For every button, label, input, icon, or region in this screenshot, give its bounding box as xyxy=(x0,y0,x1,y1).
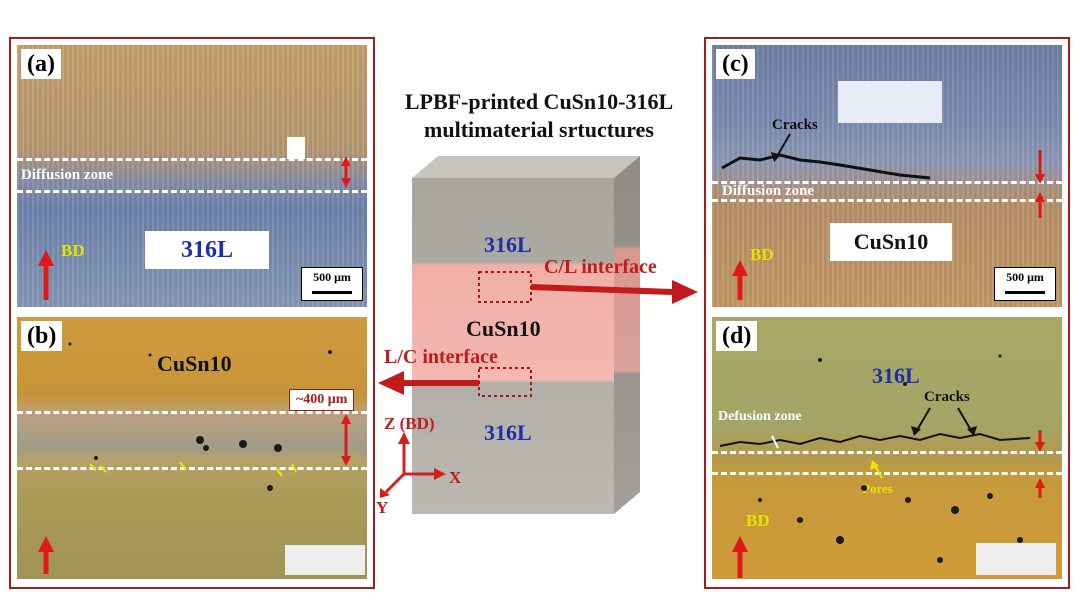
scale-bar: 500 μm xyxy=(994,267,1056,301)
panel-label-c: (c) xyxy=(716,49,755,79)
right-panel-frame: (c) Cracks Diffusion zone CuSn10 BD 500 … xyxy=(704,37,1070,589)
material-label-316l: 316L xyxy=(145,231,269,269)
image-artifact xyxy=(976,543,1056,575)
axis-label-z: Z (BD) xyxy=(384,414,435,433)
build-direction-label: BD xyxy=(750,245,774,264)
cube-side-face xyxy=(614,156,640,514)
pores-label: Pores xyxy=(862,481,893,496)
micrograph-d: (d) 316L Cracks Defusion zone Pores BD xyxy=(712,317,1062,579)
axis-label-x: X xyxy=(449,468,462,487)
zone-width-label: ~400 μm xyxy=(289,389,355,411)
left-panel-frame: (a) Diffusion zone 316L BD 500 μm (b) Cu… xyxy=(9,37,375,589)
image-artifact xyxy=(285,545,365,575)
cracks-pointer-d2 xyxy=(957,407,973,433)
y-axis xyxy=(384,472,406,494)
cl-arrow-shaft xyxy=(530,284,673,295)
image-artifact xyxy=(287,137,305,159)
material-label-cusn10: CuSn10 xyxy=(157,351,232,376)
axis-label-y: Y xyxy=(376,498,389,517)
diffusion-boundary-upper xyxy=(17,158,367,161)
title-line-2: multimaterial srtuctures xyxy=(424,117,654,142)
diffusion-boundary-lower xyxy=(17,467,367,470)
crack-pointer-arrows-b xyxy=(89,461,297,477)
cracks-pointer-d1 xyxy=(915,407,931,433)
micrograph-c: (c) Cracks Diffusion zone CuSn10 BD 500 … xyxy=(712,45,1062,307)
diffusion-boundary-lower xyxy=(712,472,1062,475)
cube-label-bottom-316l: 316L xyxy=(484,420,532,445)
diffusion-boundary-lower xyxy=(17,190,367,193)
material-label-316l: 316L xyxy=(872,363,920,388)
diffusion-boundary-upper xyxy=(712,181,1062,184)
lc-arrow-head xyxy=(378,371,404,395)
crack-network-d xyxy=(719,432,1031,447)
cracks-label: Cracks xyxy=(772,117,818,133)
diagram-title: LPBF-printed CuSn10-316L multimaterial s… xyxy=(385,88,693,144)
cube-label-cusn10: CuSn10 xyxy=(466,316,541,341)
panel-label-a: (a) xyxy=(21,49,61,79)
cl-arrow-head xyxy=(672,280,698,304)
diffusion-zone-label: Diffusion zone xyxy=(21,167,114,183)
panel-label-b: (b) xyxy=(21,321,63,351)
crack-line-c xyxy=(721,153,931,180)
cracks-pointer-c xyxy=(775,133,791,159)
micrograph-b: (b) CuSn10 ~400 μm xyxy=(17,317,367,579)
porosity-d xyxy=(758,354,1023,563)
cracks-label: Cracks xyxy=(924,389,970,405)
build-direction-label: BD xyxy=(61,241,85,260)
micrograph-a: (a) Diffusion zone 316L BD 500 μm xyxy=(17,45,367,307)
diffusion-boundary-upper xyxy=(17,411,367,414)
material-label-cusn10: CuSn10 xyxy=(830,223,952,261)
diffusion-zone-label: Diffusion zone xyxy=(722,183,815,199)
build-direction-label: BD xyxy=(746,511,770,530)
porosity-b xyxy=(68,342,332,491)
image-artifact xyxy=(838,81,942,123)
diffusion-boundary-upper xyxy=(712,451,1062,454)
cl-interface-label: C/L interface xyxy=(544,256,657,278)
diffusion-boundary-lower xyxy=(712,199,1062,202)
cube-top-face xyxy=(412,156,640,178)
zone-pointer-d xyxy=(771,435,779,449)
lc-interface-label: L/C interface xyxy=(384,346,498,368)
title-line-1: LPBF-printed CuSn10-316L xyxy=(404,89,674,114)
panel-label-d: (d) xyxy=(716,321,758,351)
scale-bar: 500 μm xyxy=(301,267,363,301)
diffusion-zone-label: Defusion zone xyxy=(718,409,802,424)
cube-label-top-316l: 316L xyxy=(484,232,532,257)
cube-front-face xyxy=(412,178,614,514)
